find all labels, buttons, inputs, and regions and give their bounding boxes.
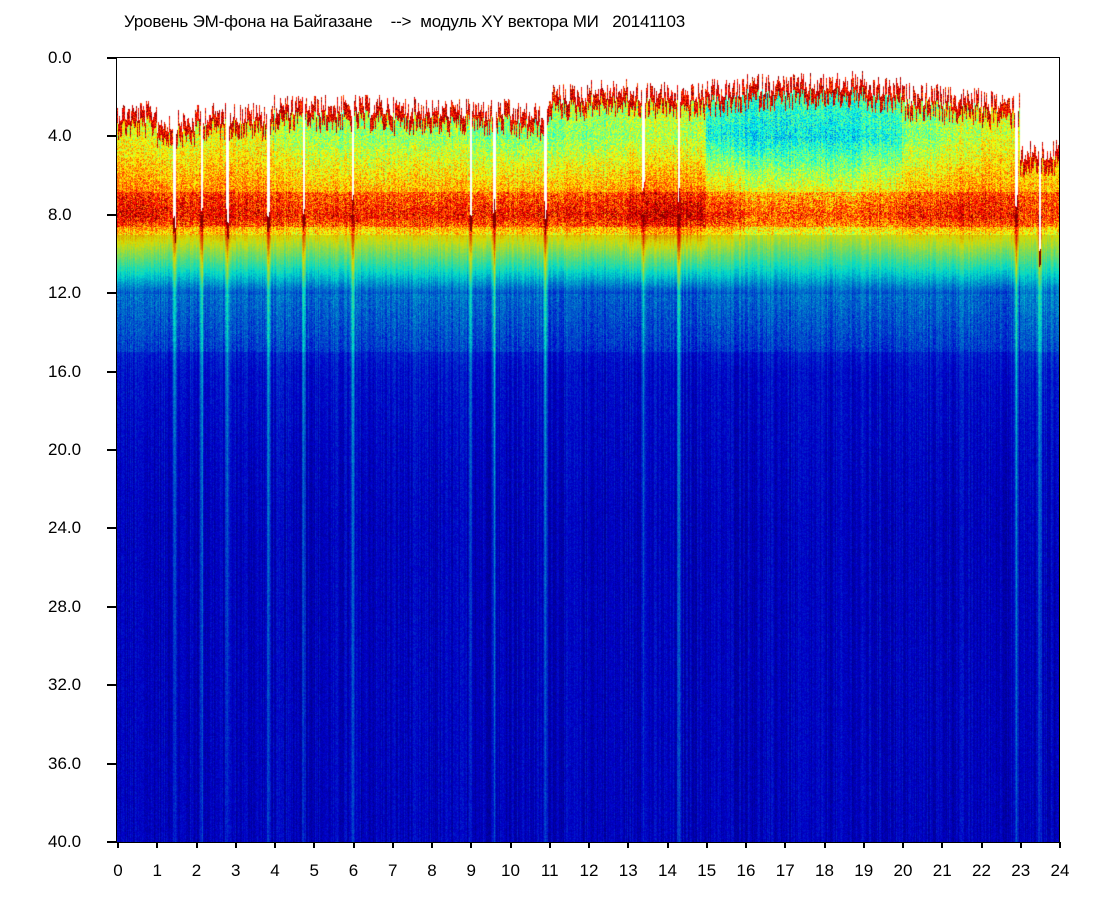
x-tick-label: 15 [697, 861, 717, 880]
x-tick-label: 23 [1011, 861, 1031, 880]
x-tick [588, 842, 590, 848]
x-tick [391, 842, 394, 848]
x-tick-label: 22 [972, 861, 991, 880]
x-tick [195, 842, 198, 848]
y-tick [107, 213, 116, 216]
x-tick-label: 8 [427, 861, 437, 880]
x-tick-label: 1 [152, 861, 162, 880]
x-tick-label: 17 [775, 861, 795, 880]
y-tick-label: 28.0 [48, 596, 82, 616]
x-tick-label: 3 [231, 861, 241, 880]
chart-title: Уровень ЭМ-фона на Байгазане --> модуль … [124, 12, 686, 31]
x-tick-label: 4 [270, 861, 280, 880]
y-tick [107, 527, 116, 530]
x-tick-label: 0 [113, 861, 123, 880]
x-tick [705, 842, 708, 848]
x-tick [745, 842, 747, 848]
y-tick [107, 841, 116, 843]
x-tick [117, 842, 119, 848]
x-tick-label: 13 [618, 861, 638, 880]
y-tick [107, 57, 116, 59]
y-tick-label: 36.0 [48, 753, 82, 773]
y-tick [107, 449, 116, 451]
x-tick [313, 842, 316, 848]
y-tick-label: 24.0 [48, 518, 82, 538]
y-tick-label: 12.0 [48, 283, 82, 303]
x-tick [666, 842, 669, 848]
x-tick-label: 21 [932, 861, 952, 880]
x-tick-label: 19 [854, 861, 874, 880]
y-tick-label: 16.0 [48, 361, 82, 381]
y-tick [107, 292, 116, 295]
x-tick [1019, 842, 1022, 848]
x-tick [902, 842, 904, 848]
y-tick-label: 40.0 [48, 832, 82, 851]
x-tick-label: 16 [736, 861, 756, 880]
x-tick-label: 14 [658, 861, 677, 880]
y-tick-label: 32.0 [48, 675, 82, 695]
x-tick-label: 24 [1050, 861, 1070, 880]
x-tick [548, 842, 551, 848]
x-tick [980, 842, 983, 848]
y-tick-label: 4.0 [48, 126, 72, 146]
x-tick [274, 842, 276, 848]
y-tick [107, 135, 116, 138]
x-tick [352, 842, 355, 848]
y-tick [107, 762, 116, 765]
x-tick-label: 6 [348, 861, 359, 880]
x-tick [862, 842, 865, 848]
x-tick-label: 18 [815, 861, 834, 880]
x-tick-label: 2 [191, 861, 202, 880]
y-tick-label: 0.0 [48, 48, 72, 67]
x-tick-label: 5 [309, 861, 319, 880]
x-tick-label: 11 [540, 861, 559, 880]
y-tick-label: 20.0 [48, 440, 82, 459]
x-tick-label: 10 [501, 861, 520, 880]
plot-area [116, 57, 1060, 843]
spectrogram-heatmap [117, 58, 1059, 842]
x-tick-label: 9 [466, 861, 476, 880]
x-tick [823, 842, 826, 848]
x-tick [156, 842, 159, 848]
x-tick [470, 842, 473, 848]
x-tick-label: 20 [893, 861, 913, 880]
y-tick [107, 370, 116, 373]
x-tick [509, 842, 512, 848]
x-tick [234, 842, 237, 848]
x-tick-label: 7 [388, 861, 398, 880]
y-tick [107, 605, 116, 608]
x-tick [1059, 842, 1061, 848]
x-tick [784, 842, 787, 848]
x-tick [941, 842, 944, 848]
x-tick [431, 842, 433, 848]
y-tick [107, 684, 116, 687]
y-tick-label: 8.0 [48, 204, 72, 224]
x-tick-label: 12 [579, 861, 599, 880]
x-tick [627, 842, 630, 848]
